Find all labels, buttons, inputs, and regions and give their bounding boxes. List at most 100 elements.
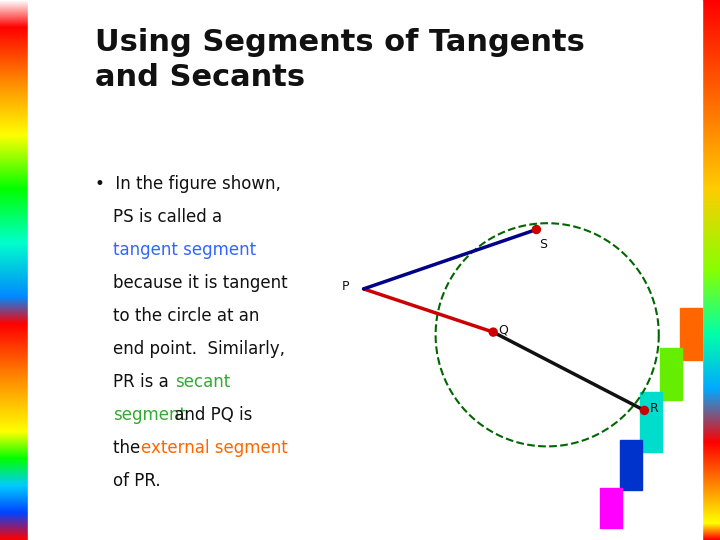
Bar bbox=[702, 37, 720, 38]
Bar bbox=[0, 450, 28, 451]
Bar bbox=[702, 503, 720, 504]
Bar bbox=[702, 177, 720, 178]
Bar bbox=[0, 167, 28, 168]
Bar bbox=[702, 392, 720, 393]
Bar bbox=[702, 266, 720, 267]
Bar bbox=[702, 91, 720, 92]
Bar bbox=[702, 476, 720, 477]
Bar bbox=[702, 475, 720, 476]
Bar bbox=[0, 271, 28, 272]
Bar bbox=[0, 479, 28, 480]
Bar bbox=[0, 88, 28, 89]
Bar bbox=[702, 69, 720, 70]
Bar bbox=[0, 152, 28, 153]
Text: external segment: external segment bbox=[141, 439, 288, 457]
Text: Using Segments of Tangents
and Secants: Using Segments of Tangents and Secants bbox=[95, 28, 585, 92]
Bar bbox=[702, 108, 720, 109]
Bar bbox=[0, 151, 28, 152]
Bar bbox=[0, 86, 28, 87]
Bar bbox=[0, 393, 28, 394]
Bar bbox=[0, 439, 28, 440]
Bar bbox=[0, 227, 28, 228]
Bar bbox=[0, 202, 28, 203]
Bar bbox=[702, 393, 720, 394]
Bar bbox=[702, 456, 720, 457]
Bar bbox=[0, 329, 28, 330]
Bar bbox=[702, 346, 720, 347]
Bar bbox=[702, 430, 720, 431]
Bar bbox=[702, 138, 720, 139]
Bar bbox=[702, 83, 720, 84]
Bar bbox=[0, 269, 28, 270]
Bar bbox=[702, 98, 720, 99]
Bar bbox=[0, 332, 28, 333]
Bar bbox=[0, 266, 28, 267]
Bar bbox=[702, 527, 720, 528]
Bar bbox=[0, 61, 28, 62]
Bar bbox=[702, 122, 720, 123]
Bar bbox=[0, 397, 28, 398]
Bar bbox=[702, 471, 720, 472]
Bar bbox=[0, 449, 28, 450]
Bar bbox=[702, 294, 720, 295]
Bar bbox=[0, 373, 28, 374]
Bar bbox=[0, 391, 28, 392]
Bar bbox=[702, 163, 720, 164]
Bar bbox=[0, 407, 28, 408]
Bar bbox=[702, 70, 720, 71]
Bar bbox=[702, 35, 720, 36]
Bar bbox=[702, 317, 720, 318]
Bar bbox=[702, 434, 720, 435]
Bar bbox=[0, 93, 28, 94]
Bar bbox=[702, 254, 720, 255]
Bar bbox=[0, 506, 28, 507]
Bar bbox=[0, 181, 28, 182]
Bar bbox=[0, 89, 28, 90]
Bar bbox=[702, 268, 720, 269]
Bar bbox=[702, 510, 720, 511]
Bar bbox=[0, 306, 28, 307]
Bar bbox=[702, 427, 720, 428]
Bar bbox=[0, 73, 28, 74]
Bar bbox=[0, 459, 28, 460]
Bar bbox=[0, 170, 28, 171]
Bar bbox=[0, 177, 28, 178]
Bar bbox=[0, 162, 28, 163]
Bar bbox=[702, 190, 720, 191]
Bar bbox=[0, 357, 28, 358]
Bar bbox=[702, 440, 720, 441]
Bar bbox=[0, 419, 28, 420]
Bar bbox=[702, 249, 720, 250]
Bar bbox=[702, 514, 720, 515]
Text: to the circle at an: to the circle at an bbox=[113, 307, 259, 325]
Bar bbox=[702, 77, 720, 78]
Bar bbox=[702, 20, 720, 21]
Bar bbox=[0, 68, 28, 69]
Bar bbox=[0, 320, 28, 321]
Bar bbox=[702, 396, 720, 397]
Bar bbox=[0, 434, 28, 435]
Bar bbox=[0, 209, 28, 210]
Bar bbox=[0, 166, 28, 167]
Bar bbox=[702, 411, 720, 412]
Bar bbox=[702, 310, 720, 311]
Bar bbox=[660, 348, 682, 400]
Bar bbox=[702, 127, 720, 128]
Bar bbox=[702, 46, 720, 47]
Bar bbox=[702, 405, 720, 406]
Text: secant: secant bbox=[175, 373, 230, 391]
Bar bbox=[0, 101, 28, 102]
Bar bbox=[0, 529, 28, 530]
Bar bbox=[0, 144, 28, 145]
Bar bbox=[702, 277, 720, 278]
Bar bbox=[702, 228, 720, 229]
Bar bbox=[0, 215, 28, 216]
Bar bbox=[702, 195, 720, 196]
Bar bbox=[702, 128, 720, 129]
Bar bbox=[702, 146, 720, 147]
Text: PR is a: PR is a bbox=[113, 373, 174, 391]
Bar bbox=[702, 110, 720, 111]
Bar bbox=[0, 201, 28, 202]
Bar bbox=[702, 233, 720, 234]
Bar bbox=[702, 312, 720, 313]
